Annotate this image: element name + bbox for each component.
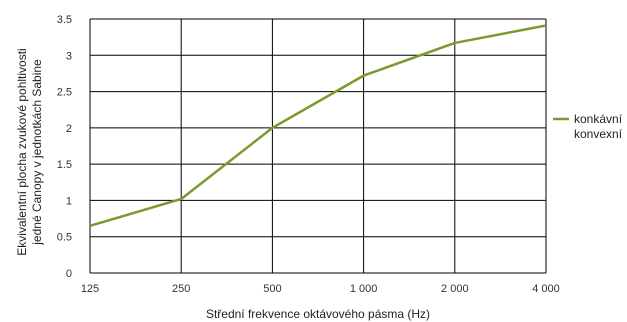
x-tick-label: 250	[172, 283, 190, 295]
x-tick-label: 4 000	[532, 283, 560, 295]
y-tick-label: 0	[66, 268, 72, 280]
x-tick-label: 125	[81, 283, 99, 295]
legend: konkávní konvexní	[553, 112, 623, 141]
y-tick-label: 2.5	[57, 87, 72, 99]
legend-label-konvexni: konvexní	[574, 127, 623, 141]
series-line-0	[89, 24, 547, 228]
legend-label-konkavni: konkávní	[574, 112, 623, 126]
y-axis-label-line-1: Ekvivalentní plocha zvukové pohltivosti	[15, 48, 29, 255]
x-tick-label: 500	[263, 283, 281, 295]
x-axis-label: Střední frekvence oktávového pásma (Hz)	[206, 307, 430, 321]
y-tick-label: 2	[66, 123, 72, 135]
x-tick-labels: 125 250 500 1 000 2 000 4 000	[81, 283, 560, 295]
grid	[89, 18, 547, 274]
x-tick-label: 2 000	[441, 283, 469, 295]
y-tick-label: 1	[66, 195, 72, 207]
y-tick-labels: 0 0.5 1 1.5 2 2.5 3 3.5	[57, 14, 72, 280]
y-tick-label: 1.5	[57, 159, 72, 171]
y-axis-label-line-2: jedné Canopy v jednotkách Sabine	[30, 59, 44, 246]
x-tick-label: 1 000	[350, 283, 378, 295]
series-layer	[89, 24, 547, 228]
y-tick-label: 3.5	[57, 14, 72, 26]
y-tick-label: 3	[66, 50, 72, 62]
y-tick-label: 0.5	[57, 232, 72, 244]
